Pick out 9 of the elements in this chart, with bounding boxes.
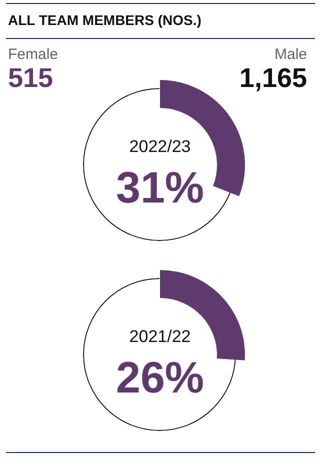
text: Female: [8, 46, 58, 63]
text: 31%: [116, 164, 204, 212]
text: 26%: [116, 354, 204, 402]
text: ALL TEAM MEMBERS (NOS.): [8, 12, 202, 28]
text: 1,165: [239, 63, 307, 93]
text: 515: [8, 63, 54, 93]
text: 2021/22: [129, 327, 191, 346]
text: 2022/23: [129, 137, 191, 156]
text: Male: [273, 46, 307, 63]
